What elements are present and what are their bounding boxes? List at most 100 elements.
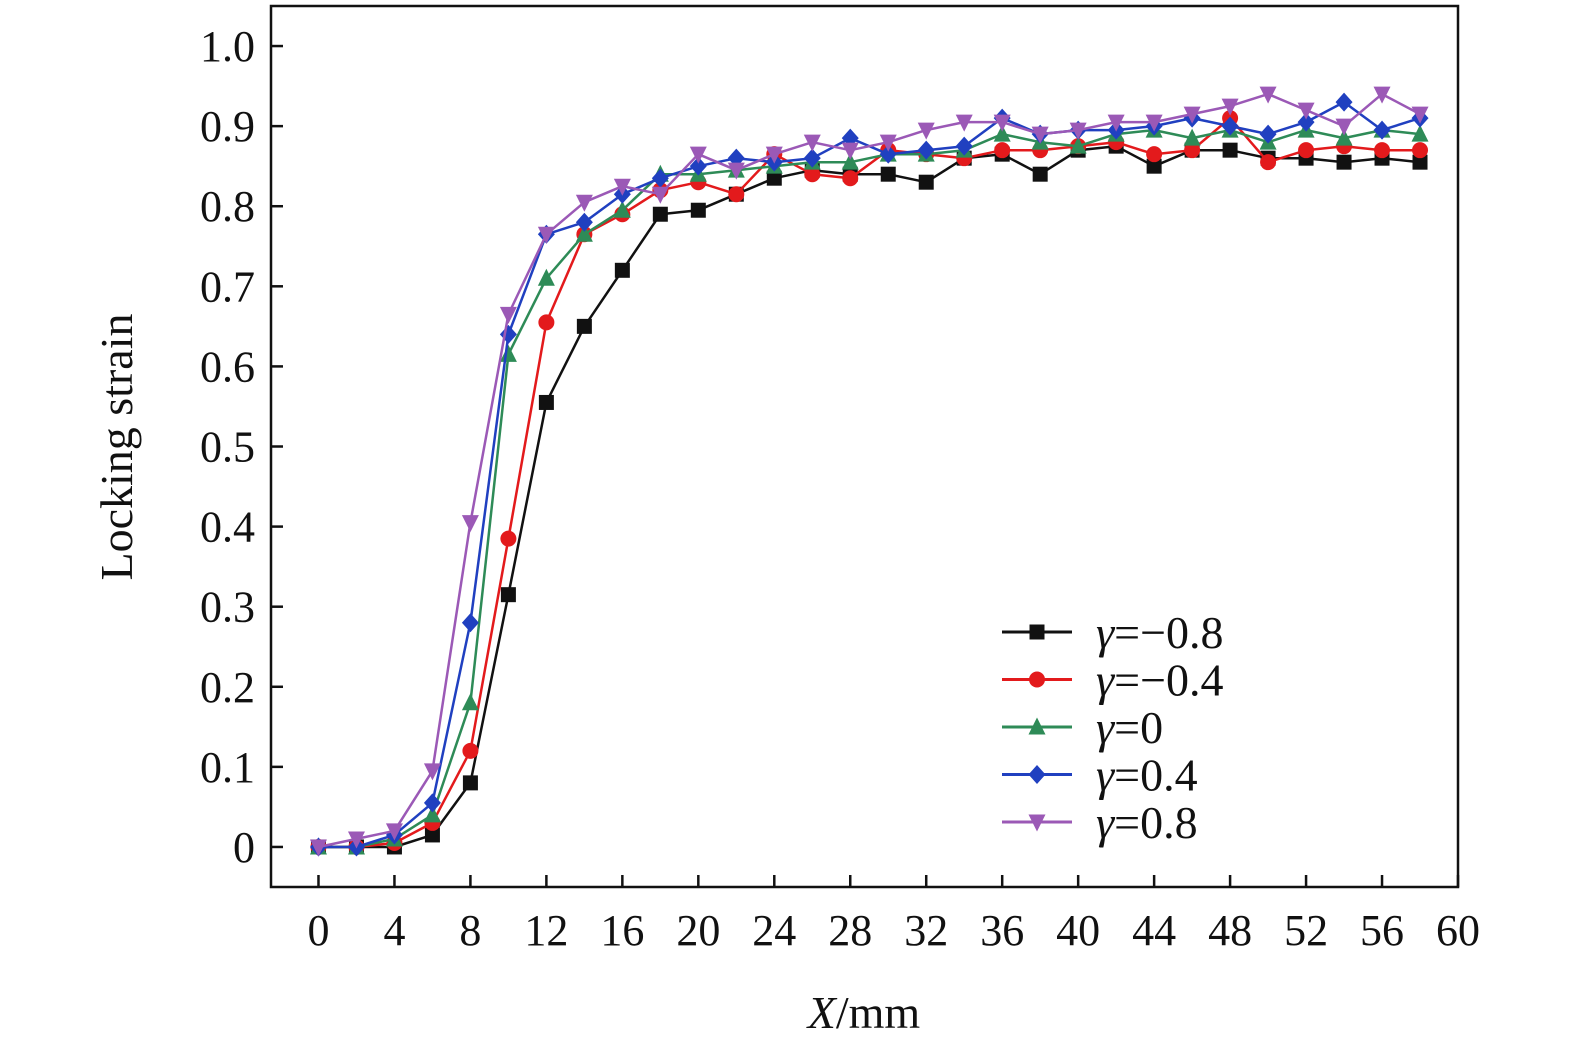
legend-marker: [1028, 814, 1046, 832]
data-point: [1374, 142, 1391, 159]
data-point: [575, 212, 593, 232]
data-point: [918, 174, 934, 190]
data-point: [461, 515, 479, 533]
legend-marker: [1028, 765, 1046, 784]
x-axis-title-unit: /mm: [836, 987, 921, 1038]
series-line: [318, 100, 1421, 849]
data-point: [1032, 166, 1048, 182]
data-point: [955, 136, 973, 156]
legend-marker: [1028, 717, 1046, 735]
data-point: [689, 146, 707, 164]
data-point: [1297, 102, 1315, 120]
x-tick-label: 0: [307, 906, 329, 955]
data-point: [917, 122, 935, 140]
data-point: [1221, 116, 1239, 136]
data-point: [613, 200, 631, 218]
legend-item: γ=0.8: [1002, 797, 1198, 848]
data-point: [1146, 146, 1163, 163]
data-point: [651, 186, 669, 204]
data-point: [462, 742, 479, 759]
series-line: [318, 92, 1421, 849]
x-tick-label: 60: [1436, 906, 1480, 955]
data-point: [1260, 154, 1277, 171]
data-point: [537, 268, 555, 286]
series-line: [318, 116, 1420, 849]
data-point: [765, 146, 783, 164]
data-point: [1183, 128, 1201, 146]
x-tick-label: 24: [752, 906, 796, 955]
data-point: [727, 162, 745, 180]
data-point: [500, 587, 516, 603]
data-point: [1373, 86, 1391, 104]
x-tick-label: 12: [524, 906, 568, 955]
x-axis-title: X/mm: [806, 987, 921, 1038]
legend: γ=−0.8γ=−0.4γ=0γ=0.4γ=0.8: [1002, 607, 1224, 848]
x-tick-label: 44: [1132, 906, 1176, 955]
x-tick-label: 8: [459, 906, 481, 955]
data-point: [880, 166, 896, 182]
data-point: [576, 318, 592, 334]
data-point: [842, 170, 859, 187]
data-point: [424, 827, 440, 843]
y-tick-label: 0.9: [200, 102, 255, 151]
data-point: [690, 202, 706, 218]
data-point: [499, 306, 517, 324]
data-point: [1183, 106, 1201, 124]
data-point: [538, 314, 555, 331]
data-point: [1184, 142, 1201, 159]
data-point: [1335, 118, 1353, 136]
data-point: [651, 168, 669, 188]
x-axis-title-variable: X: [806, 987, 838, 1038]
x-tick-label: 32: [904, 906, 948, 955]
series-4: [309, 86, 1429, 857]
y-tick-label: 0.3: [200, 583, 255, 632]
data-point: [614, 262, 630, 278]
series-line: [318, 144, 1421, 849]
data-point: [1411, 124, 1429, 142]
data-point: [1031, 126, 1049, 144]
y-tick-label: 0.4: [200, 503, 255, 552]
x-axis: 0 4 8 12 16 20 24 28 32 36 40 44 48 52 56 60: [307, 875, 1480, 955]
data-point: [1146, 158, 1162, 174]
legend-item: γ=−0.4: [1002, 655, 1224, 706]
legend-label: γ=0: [1096, 702, 1163, 753]
data-point: [538, 394, 554, 410]
x-tick-label: 36: [980, 906, 1024, 955]
data-point: [500, 530, 517, 547]
legend-label: γ=0.8: [1096, 797, 1198, 848]
data-point: [728, 186, 745, 203]
x-tick-label: 56: [1360, 906, 1404, 955]
data-point: [347, 831, 365, 849]
x-tick-label: 4: [383, 906, 405, 955]
y-axis-title: Locking strain: [91, 314, 142, 581]
data-point: [385, 823, 403, 841]
data-point: [1298, 142, 1315, 159]
legend-label: γ=−0.4: [1096, 655, 1224, 706]
y-tick-label: 0.1: [200, 743, 255, 792]
data-point: [1412, 154, 1428, 170]
data-point: [1069, 136, 1087, 154]
data-point: [1412, 142, 1429, 159]
data-point: [575, 194, 593, 212]
data-point: [803, 148, 821, 168]
data-point: [461, 613, 479, 633]
series-0: [310, 138, 1428, 855]
data-point: [1297, 112, 1315, 132]
data-point: [1259, 124, 1277, 144]
data-point: [1373, 120, 1391, 140]
data-point: [993, 124, 1011, 142]
data-point: [1259, 86, 1277, 104]
data-point: [1335, 92, 1353, 112]
data-point: [575, 224, 593, 242]
x-tick-label: 20: [676, 906, 720, 955]
data-point: [804, 166, 821, 183]
data-point: [879, 134, 897, 152]
y-tick-label: 1.0: [200, 22, 255, 71]
data-point: [461, 693, 479, 711]
data-point: [1222, 142, 1238, 158]
data-point: [1335, 128, 1353, 146]
data-point: [1069, 122, 1087, 140]
data-point: [803, 134, 821, 152]
data-point: [993, 114, 1011, 132]
